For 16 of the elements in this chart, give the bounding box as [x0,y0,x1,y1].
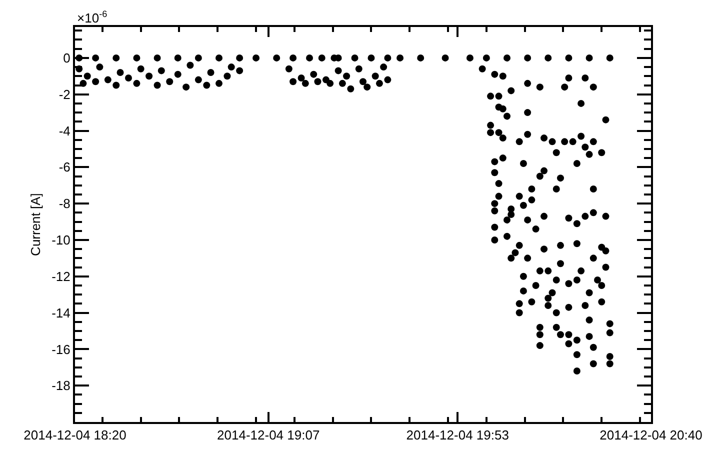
y-tick-label: -4 [58,123,70,138]
y-tick-label: -12 [52,268,70,284]
x-tick-label: 2014-12-04 20:40 [600,428,702,443]
y-tick-label: -6 [58,160,70,175]
y-tick-label: 0 [63,50,70,66]
y-axis-title: Current [A] [28,193,44,256]
x-tick-label: 2014-12-04 19:07 [217,428,320,443]
text: ×10$^{-6}$ [77,9,108,26]
y-tick-label: -2 [58,86,70,102]
y-tick-label: -10 [52,232,70,248]
y-tick-label: -18 [52,378,70,394]
y-tick-label: -8 [58,196,70,212]
x-tick-label: 2014-12-04 19:53 [406,428,509,443]
y-tick-label: -14 [52,305,70,320]
x-tick-label: 2014-12-04 18:20 [24,428,126,443]
y-tick-label: -16 [52,342,70,357]
